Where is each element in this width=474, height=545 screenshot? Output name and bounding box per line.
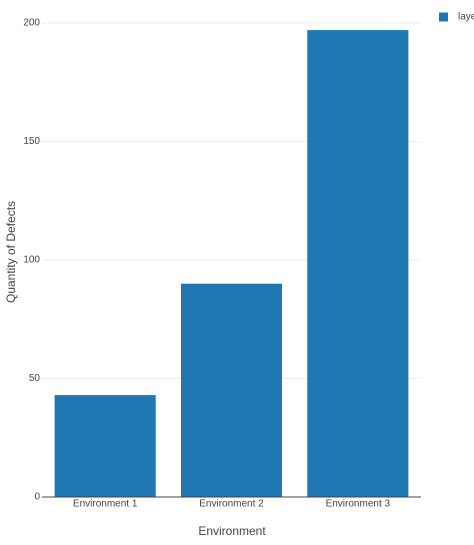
y-tick-label: 200 — [23, 18, 40, 29]
legend-swatch — [439, 12, 448, 22]
legend-label: laye — [458, 12, 474, 23]
y-tick-label: 50 — [29, 373, 41, 384]
bar — [180, 283, 283, 497]
x-tick-label: Environment 3 — [326, 499, 391, 510]
bar — [54, 395, 156, 497]
x-axis-title: Environment — [198, 524, 266, 538]
bar — [307, 30, 409, 498]
y-tick-label: 100 — [23, 255, 40, 266]
x-tick-label: Environment 1 — [73, 499, 138, 510]
y-tick-label: 0 — [34, 492, 40, 503]
y-tick-label: 150 — [23, 136, 40, 147]
x-tick-label: Environment 2 — [199, 499, 264, 510]
y-axis-title: Quantity of Defects — [4, 201, 18, 303]
